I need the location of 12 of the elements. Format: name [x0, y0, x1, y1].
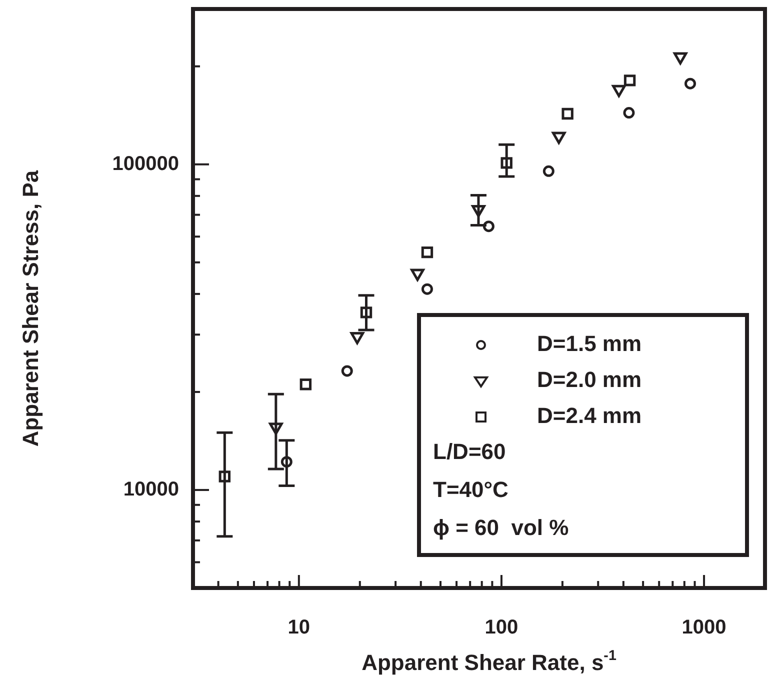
x-tick-label: 100 [484, 616, 518, 639]
legend-label: D=2.0 mm [537, 367, 642, 392]
x-tick-label: 10 [288, 616, 310, 639]
annotation: ϕ = 60 vol % [433, 515, 569, 540]
y-tick-label: 100000 [112, 152, 179, 175]
annotation: T=40°C [433, 477, 509, 502]
annotation: L/D=60 [433, 439, 506, 464]
legend-label: D=2.4 mm [537, 403, 642, 428]
y-axis-title: Apparent Shear Stress, Pa [18, 170, 43, 447]
legend-label: D=1.5 mm [537, 331, 642, 356]
x-tick-label: 1000 [682, 616, 726, 639]
y-tick-label: 10000 [123, 478, 179, 500]
